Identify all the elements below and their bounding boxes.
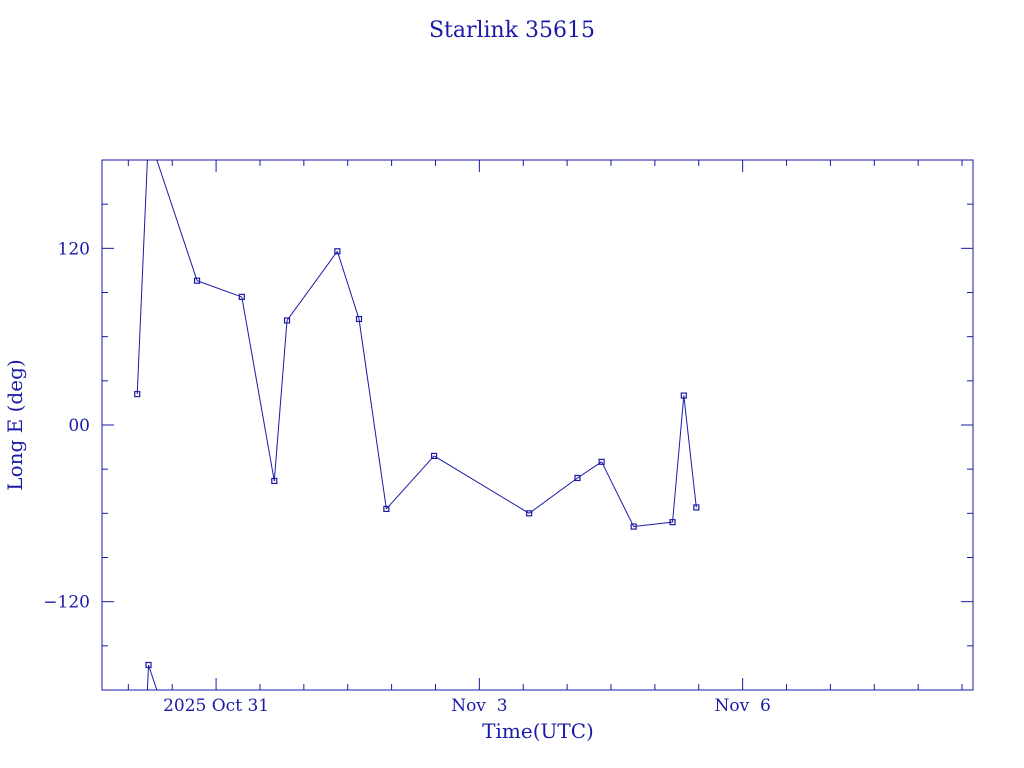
- plot-frame: [101, 159, 974, 691]
- series-segment: [385, 455, 435, 510]
- series-segment: [286, 250, 338, 321]
- series-segment: [633, 521, 673, 528]
- data-point: [669, 519, 676, 526]
- x-axis-label: Time(UTC): [482, 719, 594, 743]
- y-tick-label: 00: [68, 416, 90, 436]
- data-point: [238, 293, 245, 301]
- series-segment: [528, 477, 578, 514]
- data-point: [598, 458, 605, 465]
- series-segment: [433, 455, 530, 514]
- data-point: [271, 477, 278, 485]
- y-tick-label: −120: [43, 593, 90, 613]
- data-point: [574, 474, 581, 482]
- data-point: [693, 504, 700, 511]
- x-tick-label: Nov 3: [451, 696, 507, 716]
- data-point: [526, 510, 533, 517]
- series-segment: [577, 461, 602, 479]
- series-segment: [683, 395, 697, 508]
- series-segment: [601, 461, 635, 527]
- data-point: [134, 390, 141, 398]
- data-point: [430, 452, 438, 460]
- y-tick-label: 120: [58, 239, 90, 259]
- series-segment: [672, 395, 685, 523]
- series-segment: [148, 664, 158, 691]
- series-line: [136, 159, 697, 691]
- data-point: [193, 277, 201, 284]
- series-segment: [241, 296, 275, 482]
- series-markers: [134, 248, 700, 669]
- y-axis-label: Long E (deg): [3, 359, 27, 490]
- data-point: [334, 248, 341, 255]
- data-point: [145, 661, 152, 669]
- series-segment: [358, 318, 387, 509]
- x-tick-labels: 2025 Oct 31 Nov 3 Nov 6: [163, 696, 771, 716]
- x-tick-label: Nov 6: [714, 696, 770, 716]
- chart-title: Starlink 35615: [429, 18, 595, 43]
- data-point: [680, 392, 687, 399]
- x-tick-label: 2025 Oct 31: [163, 696, 269, 716]
- series-segment: [273, 320, 288, 481]
- series-segment: [136, 159, 148, 395]
- series-segment: [146, 664, 149, 691]
- data-point: [283, 317, 291, 324]
- data-point: [630, 523, 637, 530]
- series-segment: [196, 280, 242, 298]
- y-tick-labels: 120 00 −120: [43, 239, 90, 612]
- axis-ticks: [102, 160, 973, 690]
- data-point: [355, 315, 363, 323]
- data-point: [383, 505, 390, 513]
- series-segment: [156, 159, 198, 281]
- series-segment: [336, 251, 360, 320]
